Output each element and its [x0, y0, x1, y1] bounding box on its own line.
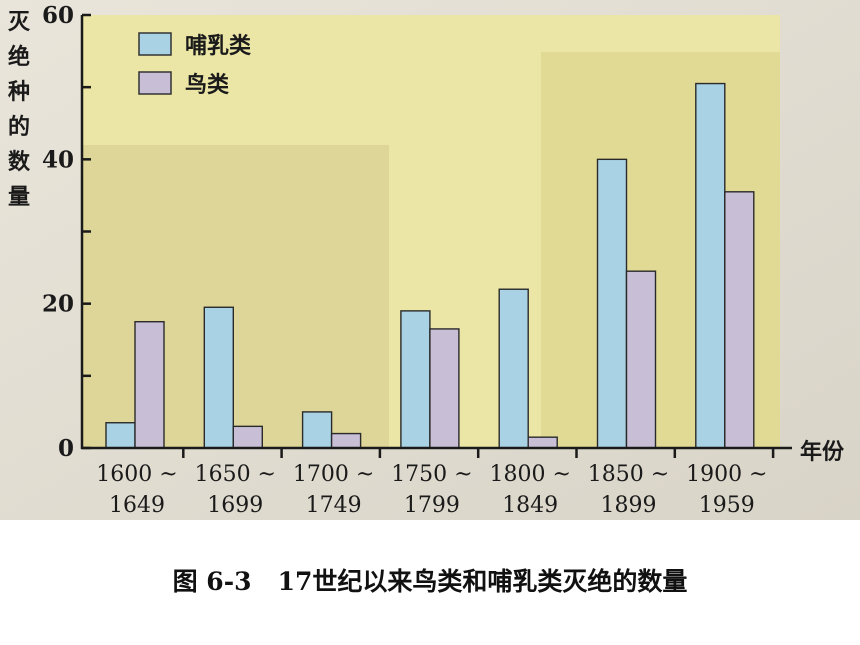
x-tick-label: 1799	[404, 493, 460, 518]
y-tick-label: 0	[58, 435, 74, 462]
x-tick-label: 1900 ~	[686, 462, 767, 487]
legend: 哺乳类 鸟类	[138, 32, 252, 98]
x-tick-label: 1750 ~	[391, 462, 472, 487]
legend-swatch-birds	[138, 71, 172, 95]
chart: 0 20 40 60 1600 ~ 1649 1650 ~ 1699 1700 ~ 1749 17…	[0, 0, 860, 520]
y-axis-label-char: 灭	[7, 10, 30, 35]
legend-swatch-mammals	[138, 32, 172, 56]
legend-label-mammals: 哺乳类	[185, 33, 252, 59]
x-tick-label: 1800 ~	[489, 462, 570, 487]
figure-caption: 图 6-3 17世纪以来鸟类和哺乳类灭绝的数量	[0, 562, 860, 598]
y-axis-label-char: 的	[7, 115, 30, 140]
bar-mammals-1	[203, 306, 235, 449]
x-tick-label: 1699	[207, 493, 263, 518]
x-tick-label: 1849	[502, 493, 558, 518]
y-tick-label: 40	[42, 146, 74, 173]
plot-background	[82, 15, 780, 448]
y-axis-label-char: 量	[7, 185, 30, 210]
y-tick-label: 60	[42, 2, 74, 29]
bar-birds-0	[134, 321, 165, 449]
caption-text: 17世纪以来鸟类和哺乳类灭绝的数量	[277, 567, 688, 596]
bar-mammals-6	[695, 82, 726, 449]
bar-birds-2	[330, 432, 362, 449]
shade-block-left	[82, 145, 389, 448]
bar-birds-1	[232, 425, 264, 449]
caption-figure-number: 图 6-3	[172, 567, 252, 596]
x-tick-label: 1959	[699, 493, 755, 518]
x-tick-label: 1749	[306, 493, 362, 518]
x-tick-label: 1899	[601, 493, 657, 518]
y-axis-label-char: 种	[7, 80, 30, 105]
y-ticks-layer: 0 20 40 60	[42, 2, 91, 462]
x-tick-label: 1650 ~	[195, 462, 276, 487]
x-axis-label: 年份	[800, 439, 845, 465]
bar-birds-4	[527, 436, 558, 449]
y-tick-label: 20	[42, 291, 74, 318]
bar-birds-3	[429, 328, 460, 449]
bar-birds-6	[724, 191, 755, 449]
bars-layer	[105, 82, 755, 449]
y-axis-label-char: 绝	[7, 45, 30, 70]
bar-birds-5	[625, 270, 657, 449]
bar-mammals-5	[596, 158, 628, 449]
bar-mammals-4	[498, 288, 529, 449]
y-axis-label-char: 数	[7, 150, 30, 175]
x-tick-label: 1850 ~	[588, 462, 669, 487]
x-ticks-layer: 1600 ~ 1649 1650 ~ 1699 1700 ~ 1749 1750 ~ 1799…	[96, 448, 775, 518]
legend-label-birds: 鸟类	[185, 72, 230, 98]
x-tick-label: 1649	[109, 493, 165, 518]
bar-mammals-0	[105, 422, 136, 449]
x-tick-label: 1600 ~	[96, 462, 177, 487]
x-tick-label: 1700 ~	[293, 462, 374, 487]
bar-mammals-3	[400, 310, 431, 449]
bar-mammals-2	[301, 411, 333, 449]
